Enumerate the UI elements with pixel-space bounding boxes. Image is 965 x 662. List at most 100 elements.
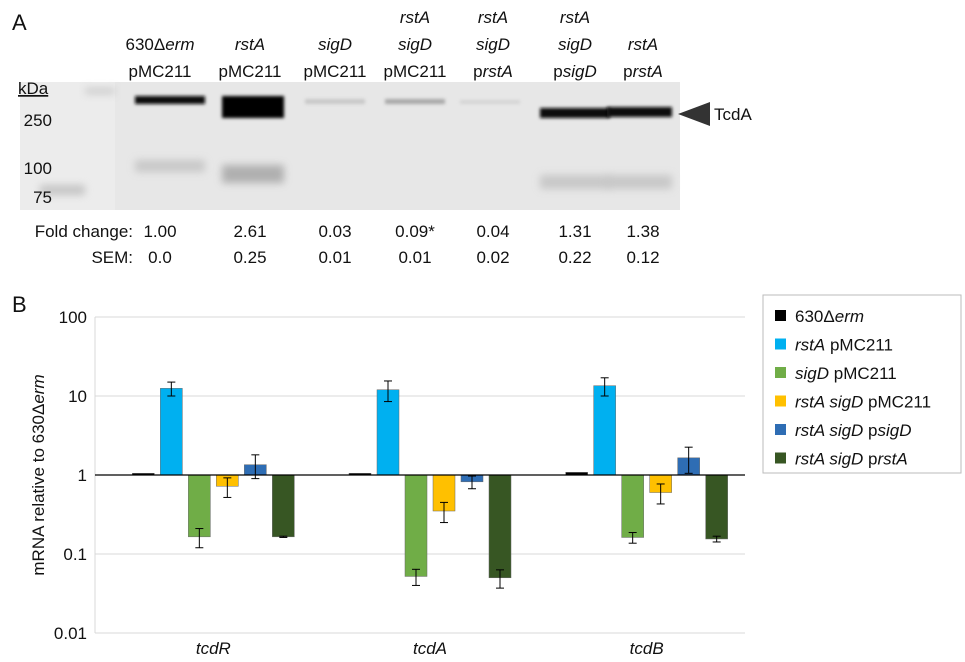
- y-axis-label-part: erm: [29, 374, 48, 403]
- bar: [706, 475, 728, 539]
- lane-label-part: rstA: [483, 62, 513, 81]
- lane-label-part: rstA: [400, 8, 430, 27]
- x-tick-label: tcdA: [413, 639, 447, 658]
- row-value: 1.00: [143, 222, 176, 241]
- bar: [594, 386, 616, 475]
- lane-label-part: pMC211: [219, 62, 282, 81]
- legend-swatch: [775, 396, 786, 407]
- lane-label-part: pMC211: [304, 62, 367, 81]
- bar: [272, 475, 294, 537]
- band-label: TcdA: [714, 105, 752, 124]
- lane-label-part: rstA: [478, 8, 508, 27]
- legend-label-part: sigD: [795, 364, 829, 383]
- legend-label-part: pMC211: [825, 336, 893, 355]
- legend-swatch: [775, 339, 786, 350]
- legend-swatch: [775, 424, 786, 435]
- legend-label-part: 630Δ: [795, 307, 835, 326]
- legend-label: rstA sigD pMC211: [795, 393, 931, 412]
- lane-label: pMC211: [384, 62, 447, 81]
- lane-label: psigD: [553, 62, 596, 81]
- row-value: 0.22: [558, 248, 591, 267]
- marker-label: 250: [24, 111, 52, 130]
- lane-label: sigD: [476, 35, 510, 54]
- legend-label-part: p: [863, 450, 877, 469]
- figure: A630ΔermpMC211rstApMC211sigDpMC211rstAsi…: [0, 0, 965, 662]
- lane-label: 630Δerm: [125, 35, 194, 54]
- legend-label: rstA pMC211: [795, 336, 893, 355]
- row-label: SEM:: [91, 248, 133, 267]
- row-value: 0.01: [318, 248, 351, 267]
- lane-label-part: sigD: [398, 35, 432, 54]
- panel-label: B: [12, 292, 27, 317]
- y-tick-label: 1: [78, 466, 87, 485]
- x-tick-label: tcdB: [630, 639, 664, 658]
- row-value: 0.0: [148, 248, 172, 267]
- row-value: 2.61: [233, 222, 266, 241]
- lane-label: sigD: [558, 35, 592, 54]
- lane-label: prstA: [473, 62, 513, 81]
- lane-label-part: sigD: [318, 35, 352, 54]
- lane-label-part: p: [623, 62, 632, 81]
- lane-label: sigD: [318, 35, 352, 54]
- lane-label-part: p: [553, 62, 562, 81]
- lane-label-part: erm: [165, 35, 194, 54]
- row-value: 0.01: [398, 248, 431, 267]
- bar: [405, 475, 427, 576]
- lane-label: rstA: [628, 35, 658, 54]
- legend-swatch: [775, 453, 786, 464]
- y-tick-label: 0.01: [54, 624, 87, 643]
- legend-swatch: [775, 367, 786, 378]
- row-value: 0.03: [318, 222, 351, 241]
- lane-label-part: pMC211: [384, 62, 447, 81]
- row-label: Fold change:: [35, 222, 133, 241]
- legend-label-part: rstA sigD: [795, 393, 863, 412]
- legend-label-part: rstA sigD: [795, 450, 863, 469]
- legend-label: rstA sigD prstA: [795, 450, 908, 469]
- lane-label-part: 630Δ: [125, 35, 165, 54]
- legend-label-part: rstA sigD: [795, 421, 863, 440]
- lane-label-part: rstA: [235, 35, 265, 54]
- bar: [622, 475, 644, 537]
- x-tick-label: tcdR: [196, 639, 231, 658]
- lane-label: rstA: [560, 8, 590, 27]
- lane-label-part: sigD: [563, 62, 597, 81]
- bar: [160, 388, 182, 475]
- lane-label-part: pMC211: [129, 62, 192, 81]
- kda-label: kDa: [18, 79, 49, 98]
- y-tick-label: 10: [68, 387, 87, 406]
- y-axis-label: mRNA relative to 630Δerm: [29, 374, 48, 575]
- lane-label: sigD: [398, 35, 432, 54]
- lane-label: pMC211: [304, 62, 367, 81]
- y-tick-label: 100: [59, 308, 87, 327]
- row-value: 0.25: [233, 248, 266, 267]
- lane-label-part: rstA: [560, 8, 590, 27]
- legend-label-part: pMC211: [863, 393, 931, 412]
- legend-label-part: p: [863, 421, 877, 440]
- lane-label: pMC211: [129, 62, 192, 81]
- y-axis-label-part: mRNA relative to 630Δ: [29, 404, 48, 576]
- band-arrow: [678, 102, 710, 126]
- bar: [188, 475, 210, 537]
- lane-label: rstA: [400, 8, 430, 27]
- legend-swatch: [775, 310, 786, 321]
- legend-label-part: erm: [835, 307, 864, 326]
- western-blot: [20, 82, 710, 210]
- legend-label: 630Δerm: [795, 307, 864, 326]
- lane-label-part: rstA: [633, 62, 663, 81]
- row-value: 0.04: [476, 222, 509, 241]
- y-tick-label: 0.1: [63, 545, 87, 564]
- lane-label: prstA: [623, 62, 663, 81]
- row-value: 1.38: [626, 222, 659, 241]
- marker-label: 75: [33, 188, 52, 207]
- bar: [377, 390, 399, 475]
- legend-label-part: rstA: [795, 336, 825, 355]
- row-value: 1.31: [558, 222, 591, 241]
- lane-label-part: rstA: [628, 35, 658, 54]
- lane-label-part: p: [473, 62, 482, 81]
- row-value: 0.09*: [395, 222, 435, 241]
- bar: [489, 475, 511, 578]
- lane-label: rstA: [235, 35, 265, 54]
- legend-label-part: pMC211: [829, 364, 897, 383]
- legend-label-part: sigD: [878, 421, 912, 440]
- panel-label: A: [12, 10, 27, 35]
